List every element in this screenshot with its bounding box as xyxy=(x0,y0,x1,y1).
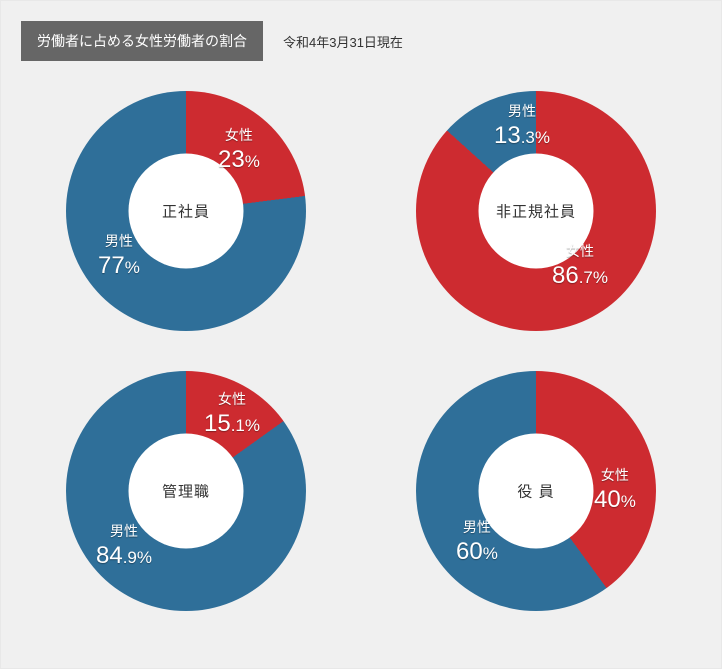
slice-label-female: 女性86.7% xyxy=(552,243,608,291)
date-note: 令和4年3月31日現在 xyxy=(283,32,403,51)
slice-percent: 84.9% xyxy=(96,541,152,571)
slice-name: 男性 xyxy=(494,103,550,121)
slice-percent: 77% xyxy=(98,251,140,281)
slice-percent: 13.3% xyxy=(494,121,550,151)
slice-name: 男性 xyxy=(456,519,498,537)
donut-chart: 非正規社員男性13.3%女性86.7% xyxy=(416,91,656,331)
slice-label-female: 女性23% xyxy=(218,127,260,175)
slice-percent: 40% xyxy=(594,485,636,515)
slice-name: 女性 xyxy=(552,243,608,261)
header: 労働者に占める女性労働者の割合 令和4年3月31日現在 xyxy=(21,21,701,61)
slice-percent: 15.1% xyxy=(204,409,260,439)
slice-name: 男性 xyxy=(98,233,140,251)
slice-name: 女性 xyxy=(204,391,260,409)
donut-chart: 正社員女性23%男性77% xyxy=(66,91,306,331)
slice-label-male: 男性60% xyxy=(456,519,498,567)
slice-label-male: 男性77% xyxy=(98,233,140,281)
slice-name: 男性 xyxy=(96,523,152,541)
chart-grid: 正社員女性23%男性77%非正規社員男性13.3%女性86.7%管理職女性15.… xyxy=(21,91,701,611)
title-badge: 労働者に占める女性労働者の割合 xyxy=(21,21,263,61)
slice-label-male: 男性84.9% xyxy=(96,523,152,571)
slice-percent: 60% xyxy=(456,537,498,567)
slice-percent: 86.7% xyxy=(552,261,608,291)
slice-name: 女性 xyxy=(218,127,260,145)
slice-percent: 23% xyxy=(218,145,260,175)
slice-label-male: 男性13.3% xyxy=(494,103,550,151)
slice-label-female: 女性40% xyxy=(594,467,636,515)
chart-container: 労働者に占める女性労働者の割合 令和4年3月31日現在 正社員女性23%男性77… xyxy=(0,0,722,669)
slice-name: 女性 xyxy=(594,467,636,485)
slice-label-female: 女性15.1% xyxy=(204,391,260,439)
donut-chart: 役 員女性40%男性60% xyxy=(416,371,656,611)
donut-chart: 管理職女性15.1%男性84.9% xyxy=(66,371,306,611)
